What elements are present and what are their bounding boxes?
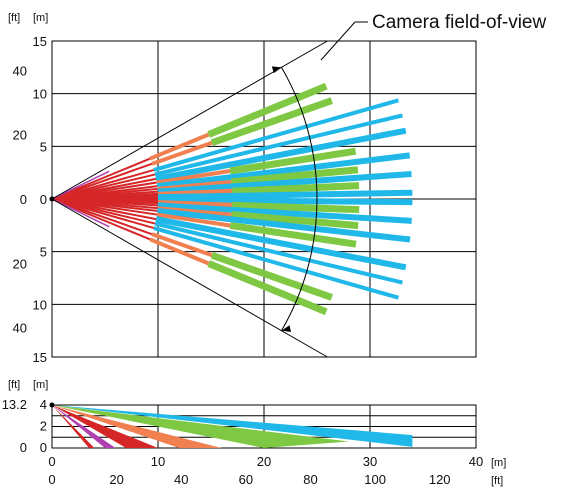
fov-arc bbox=[281, 67, 318, 331]
beam-segment bbox=[51, 198, 151, 241]
beam-segment bbox=[229, 222, 357, 248]
meter-tick-label: 15 bbox=[33, 34, 47, 49]
x-unit-ft: [ft] bbox=[491, 475, 503, 487]
side-band-group bbox=[49, 402, 413, 448]
side-beam-band bbox=[52, 405, 95, 448]
feet-tick-label: 20 bbox=[13, 256, 27, 271]
callout-label: Camera field-of-view bbox=[372, 12, 546, 33]
x-feet-tick-label: 120 bbox=[429, 472, 451, 487]
beam-segment bbox=[210, 97, 333, 147]
side-unit-m: [m] bbox=[33, 379, 48, 391]
side-sensor-origin bbox=[49, 402, 55, 408]
x-feet-tick-label: 80 bbox=[303, 472, 317, 487]
feet-tick-label: 20 bbox=[13, 128, 27, 143]
side-beam-band bbox=[52, 405, 413, 447]
fov-arrowhead-upper bbox=[271, 66, 282, 74]
beam-segment bbox=[156, 212, 231, 228]
feet-tick-label: 0 bbox=[20, 192, 27, 207]
side-beam-band bbox=[52, 405, 222, 448]
side-unit-ft: [ft] bbox=[8, 379, 20, 391]
beam-segment bbox=[210, 251, 333, 301]
beam-segment bbox=[207, 82, 328, 138]
beam-segment bbox=[154, 221, 403, 285]
x-meter-tick-label: 20 bbox=[257, 454, 271, 469]
x-feet-tick-label: 100 bbox=[364, 472, 386, 487]
beam-segment bbox=[156, 152, 411, 190]
x-meter-ticks: 0 10 20 30 40 bbox=[48, 454, 483, 469]
top-view: 15 10 5 0 5 10 15 40 20 0 20 40 [ft] [m] bbox=[8, 12, 477, 365]
beam-segment bbox=[157, 196, 413, 206]
x-meter-tick-label: 10 bbox=[151, 454, 165, 469]
beam-segment bbox=[149, 237, 210, 266]
beam-segment bbox=[156, 169, 231, 185]
meter-tick-label: 5 bbox=[40, 139, 47, 154]
x-meter-tick-label: 0 bbox=[48, 454, 55, 469]
x-feet-tick-label: 60 bbox=[239, 472, 253, 487]
beam-segment bbox=[151, 232, 213, 258]
beam-segment bbox=[231, 211, 359, 230]
x-unit-m: [m] bbox=[491, 457, 506, 469]
side-beam-band bbox=[52, 405, 349, 448]
beam-segment bbox=[153, 98, 399, 172]
beam-segment bbox=[157, 189, 413, 201]
callout-leader bbox=[320, 21, 356, 61]
meter-tick-label: 10 bbox=[33, 87, 47, 102]
side-feet-label: 0 bbox=[20, 440, 27, 455]
beam-segment bbox=[231, 166, 359, 186]
meter-tick-label: 0 bbox=[40, 192, 47, 207]
beam-segment bbox=[207, 260, 328, 316]
x-feet-ticks: 0 20 40 60 80 100 120 bbox=[48, 472, 450, 487]
beam-segment bbox=[157, 206, 232, 217]
x-feet-tick-label: 0 bbox=[48, 472, 55, 487]
beam-segment bbox=[153, 226, 399, 300]
beam-segment bbox=[157, 188, 233, 197]
beam-segment bbox=[154, 113, 403, 177]
beam-segment bbox=[157, 179, 232, 191]
feet-tick-label: 40 bbox=[13, 64, 27, 79]
x-feet-tick-label: 20 bbox=[109, 472, 123, 487]
fov-arrowhead-lower bbox=[281, 325, 292, 333]
beam-segment bbox=[51, 162, 153, 200]
beam-segment bbox=[155, 216, 407, 271]
fov-callout: Camera field-of-view bbox=[320, 12, 546, 61]
side-feet-label: 13.2 bbox=[2, 397, 27, 412]
beam-group bbox=[51, 82, 413, 316]
beam-segment bbox=[231, 182, 360, 195]
feet-tick-labels: 40 20 0 20 40 bbox=[13, 64, 27, 336]
beam-segment bbox=[231, 201, 360, 214]
side-meter-label: 2 bbox=[40, 419, 47, 434]
beam-segment bbox=[156, 207, 411, 243]
feet-tick-label: 40 bbox=[13, 320, 27, 335]
x-meter-tick-label: 30 bbox=[363, 454, 377, 469]
beam-segment bbox=[149, 132, 210, 161]
sensor-origin bbox=[49, 196, 55, 202]
x-axis: 0 10 20 30 40 0 20 40 60 80 100 120 [m] [ft] bbox=[48, 454, 506, 487]
side-meter-label: 0 bbox=[40, 440, 47, 455]
side-meter-label: 4 bbox=[40, 397, 47, 412]
meter-tick-label: 10 bbox=[33, 297, 47, 312]
beam-segment bbox=[151, 140, 213, 166]
top-unit-m: [m] bbox=[33, 12, 48, 24]
beam-segment bbox=[157, 200, 233, 208]
top-unit-ft: [ft] bbox=[8, 12, 20, 24]
side-beam-band bbox=[52, 405, 158, 448]
fov-group bbox=[49, 40, 328, 358]
meter-tick-labels: 15 10 5 0 5 10 15 bbox=[33, 34, 47, 365]
beam-segment bbox=[229, 147, 357, 175]
meter-tick-label: 15 bbox=[33, 350, 47, 365]
x-meter-tick-label: 40 bbox=[469, 454, 483, 469]
beam-segment bbox=[157, 202, 412, 224]
beam-segment bbox=[51, 198, 110, 228]
beam-segment bbox=[51, 170, 110, 200]
side-beam-band bbox=[52, 405, 116, 448]
beam-segment bbox=[155, 127, 407, 182]
beam-segment bbox=[157, 171, 412, 195]
meter-tick-label: 5 bbox=[40, 245, 47, 260]
x-feet-tick-label: 40 bbox=[174, 472, 188, 487]
beam-segment bbox=[51, 198, 155, 229]
